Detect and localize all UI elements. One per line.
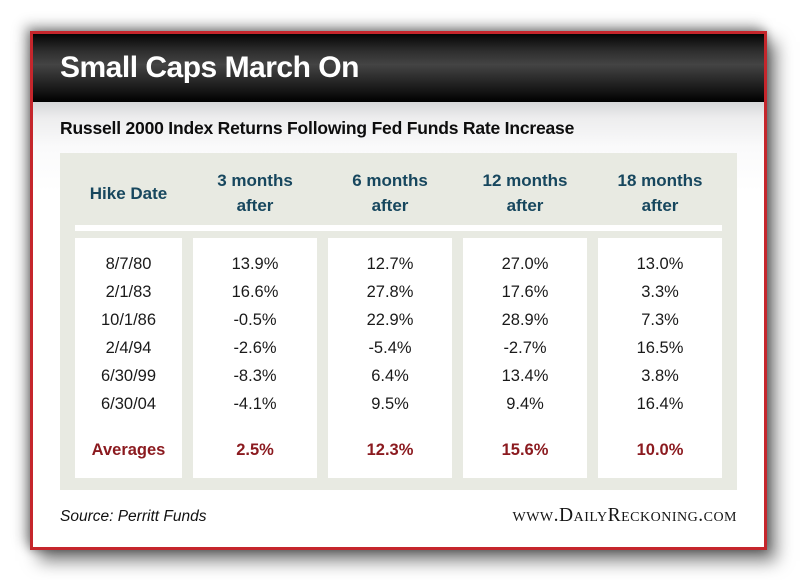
return-value: -2.7% [503, 339, 547, 357]
return-value: 13.4% [501, 367, 549, 385]
return-value: 7.3% [641, 311, 679, 329]
return-value: -0.5% [233, 311, 277, 329]
return-value: 16.5% [636, 339, 684, 357]
header-separator [75, 225, 722, 231]
header-line: 18 months [617, 171, 703, 190]
header-line: after [371, 196, 409, 215]
title-bar: Small Caps March On [33, 34, 764, 102]
average-value: 15.6% [501, 441, 549, 459]
website-watermark: www.DailyReckoning.com [512, 505, 737, 526]
return-value: -5.4% [368, 339, 412, 357]
return-value: 27.0% [501, 255, 549, 273]
return-value: 27.8% [366, 283, 414, 301]
header-line: Hike Date [89, 183, 168, 203]
return-value: 6.4% [371, 367, 409, 385]
return-value: 28.9% [501, 311, 549, 329]
hike-date-value: 2/4/94 [105, 339, 152, 357]
hike-date-column: 8/7/80 2/1/83 10/1/86 2/4/94 6/30/99 6/3… [75, 238, 182, 478]
return-value: 16.4% [636, 395, 684, 413]
column-header-6-months: 6 months after [328, 165, 452, 221]
return-value: 3.3% [641, 283, 679, 301]
returns-column-3-months: 13.9% 16.6% -0.5% -2.6% -8.3% -4.1% 2.5% [193, 238, 317, 478]
header-line: after [506, 196, 544, 215]
header-line: after [236, 196, 274, 215]
hike-date-value: 8/7/80 [105, 255, 152, 273]
column-header-12-months: 12 months after [463, 165, 587, 221]
header-line: after [641, 196, 679, 215]
return-value: 13.9% [231, 255, 279, 273]
header-line: 12 months [482, 171, 568, 190]
hike-date-value: 6/30/04 [100, 395, 157, 413]
returns-column-18-months: 13.0% 3.3% 7.3% 16.5% 3.8% 16.4% 10.0% [598, 238, 722, 478]
return-value: 9.5% [371, 395, 409, 413]
return-value: 22.9% [366, 311, 414, 329]
return-value: -2.6% [233, 339, 277, 357]
return-value: 9.4% [506, 395, 544, 413]
header-line: 3 months [217, 171, 293, 190]
header-line: 6 months [352, 171, 428, 190]
table-header-row: Hike Date 3 months after 6 months after … [75, 165, 722, 221]
returns-table: Hike Date 3 months after 6 months after … [60, 153, 737, 490]
hike-date-value: 10/1/86 [100, 311, 157, 329]
return-value: 12.7% [366, 255, 414, 273]
hike-date-value: 2/1/83 [105, 283, 152, 301]
card-body: Russell 2000 Index Returns Following Fed… [33, 102, 764, 547]
return-value: -8.3% [233, 367, 277, 385]
average-value: 10.0% [636, 441, 684, 459]
returns-column-12-months: 27.0% 17.6% 28.9% -2.7% 13.4% 9.4% 15.6% [463, 238, 587, 478]
table-body-columns: 8/7/80 2/1/83 10/1/86 2/4/94 6/30/99 6/3… [75, 238, 722, 478]
page-title: Small Caps March On [60, 51, 359, 84]
column-header-3-months: 3 months after [193, 165, 317, 221]
return-value: -4.1% [233, 395, 277, 413]
card-footer: Source: Perritt Funds www.DailyReckoning… [60, 505, 737, 527]
hike-date-value: 6/30/99 [100, 367, 157, 385]
table-subtitle: Russell 2000 Index Returns Following Fed… [60, 118, 575, 138]
column-header-hike-date: Hike Date [75, 165, 182, 221]
average-value: 2.5% [236, 441, 274, 459]
returns-column-6-months: 12.7% 27.8% 22.9% -5.4% 6.4% 9.5% 12.3% [328, 238, 452, 478]
source-credit: Source: Perritt Funds [60, 508, 207, 525]
return-value: 13.0% [636, 255, 684, 273]
return-value: 17.6% [501, 283, 549, 301]
return-value: 16.6% [231, 283, 279, 301]
infographic-card: Small Caps March On Russell 2000 Index R… [30, 31, 767, 550]
column-header-18-months: 18 months after [598, 165, 722, 221]
return-value: 3.8% [641, 367, 679, 385]
averages-label: Averages [91, 441, 166, 459]
average-value: 12.3% [366, 441, 414, 459]
